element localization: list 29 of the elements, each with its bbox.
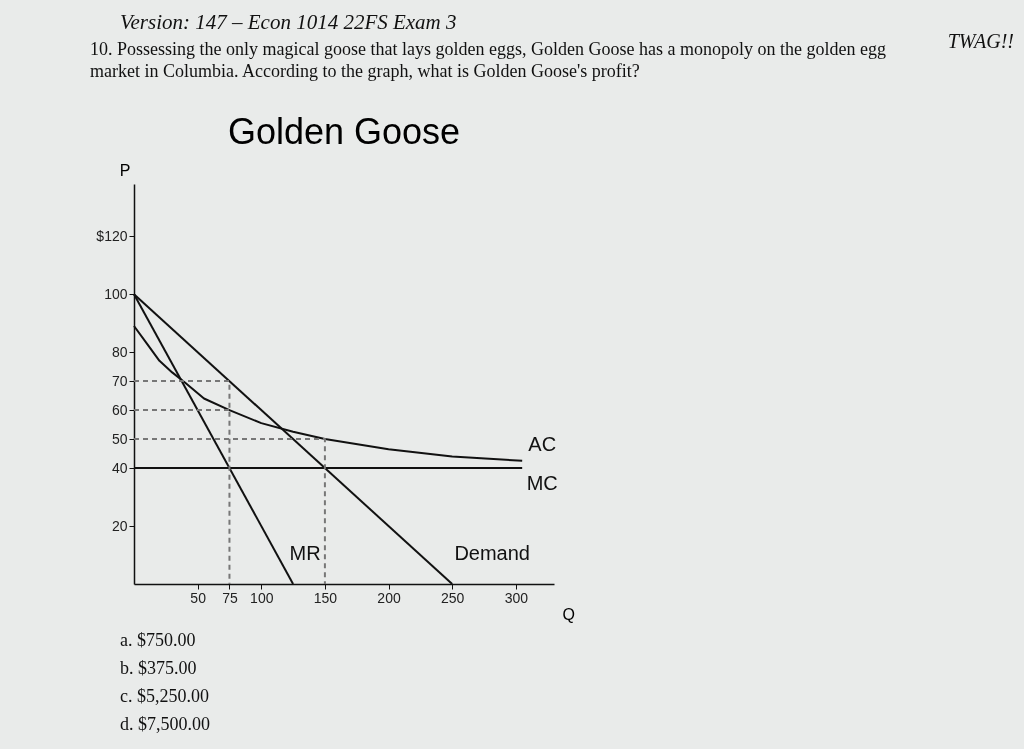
text: b. $375.00 (120, 656, 198, 680)
x-tick-label: 75 (222, 589, 238, 606)
text: 10. Possessing the only magical goose that lays golden eggs, Golden Goose has a monopoly on the golden egg market in Columbia. According to the graph, what is Golden Goose's profit? (90, 39, 887, 83)
x-tick-label: 100 (250, 589, 274, 606)
y-tick-label: 70 (111, 372, 128, 389)
y-tick-label: $120 (96, 227, 128, 244)
series-label: MC (526, 472, 558, 495)
text: a. $750.00 (120, 629, 197, 652)
text: c. $5,250.00 (120, 684, 210, 708)
y-tick-label: 50 (111, 430, 128, 447)
x-tick-label: 200 (377, 589, 401, 606)
y-tick-label: 40 (111, 459, 128, 476)
series-label: AC (528, 432, 557, 455)
y-tick-label: 60 (111, 401, 128, 418)
y-axis-title: P (119, 161, 131, 179)
text: d. $7,500.00 (120, 712, 211, 736)
y-tick-label: 100 (104, 285, 128, 302)
y-tick-label: 20 (111, 517, 128, 534)
text: Version: 147 – Econ 1014 22FS Exam 3 (120, 10, 457, 34)
text: TWAG!! (947, 30, 1014, 53)
series-label: MR (289, 542, 321, 564)
series-label: Demand (454, 542, 530, 564)
x-tick-label: 50 (190, 589, 207, 606)
x-axis-title: Q (562, 605, 575, 623)
chart-title: Golden Goose (227, 111, 461, 152)
x-tick-label: 300 (504, 589, 529, 606)
x-tick-label: 250 (441, 589, 465, 606)
x-tick-label: 150 (313, 589, 338, 606)
y-tick-label: 80 (111, 343, 128, 360)
